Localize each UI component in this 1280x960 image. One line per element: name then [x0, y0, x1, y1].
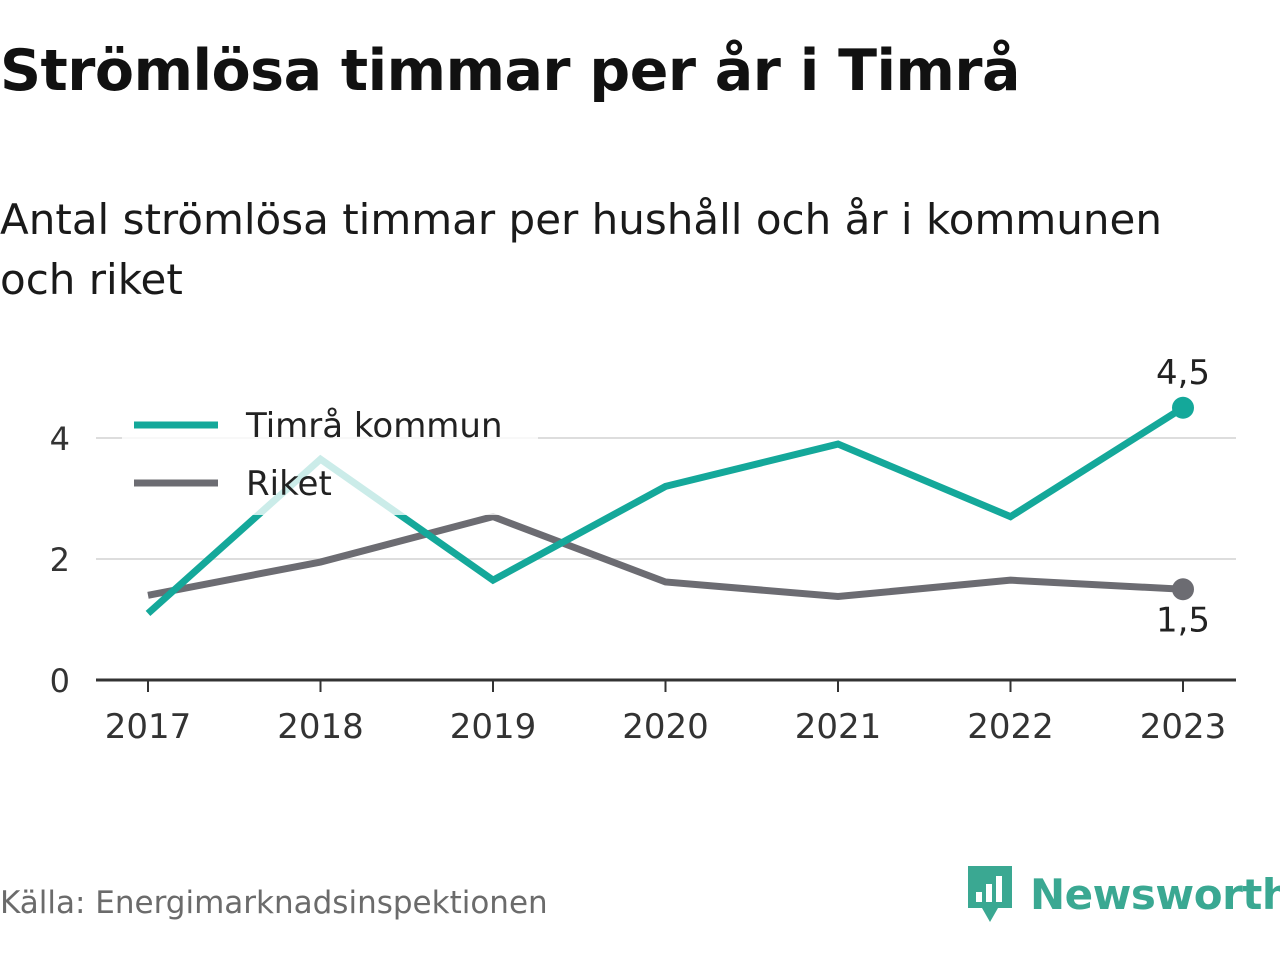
x-tick-label: 2023	[1140, 707, 1227, 747]
end-point-riket	[1172, 578, 1194, 601]
y-tick-label: 2	[50, 541, 70, 579]
end-label-riket: 1,5	[1156, 600, 1210, 640]
x-tick-label: 2017	[105, 707, 192, 747]
source-note: Källa: Energimarknadsinspektionen	[0, 885, 548, 921]
y-tick-label: 0	[50, 662, 70, 700]
legend-label-riket: Riket	[246, 464, 332, 504]
brand-logo: Newsworthy	[964, 862, 1280, 926]
x-tick-label: 2020	[622, 707, 709, 747]
y-tick-label: 4	[50, 420, 70, 458]
series-line-riket	[147, 512, 1184, 601]
line-chart: 0 2 4 2017 2018 2019 2020 2021 2022 2023 Timrå kom…	[50, 353, 1236, 747]
newsworthy-logo-icon	[968, 866, 1012, 922]
chart-title: Strömlösa timmar per år i Timrå	[0, 38, 1021, 104]
x-tick-label: 2021	[795, 707, 882, 747]
chart-subtitle: Antal strömlösa timmar per hushåll och å…	[0, 195, 1162, 304]
end-label-timra-kommun: 4,5	[1156, 353, 1210, 393]
x-tick-label: 2018	[277, 707, 364, 747]
legend-label-timra-kommun: Timrå kommun	[245, 406, 503, 446]
legend-background	[122, 395, 538, 515]
x-tick-label: 2022	[967, 707, 1054, 747]
end-point-timra-kommun	[1172, 396, 1194, 419]
x-tick-label: 2019	[450, 707, 537, 747]
brand-name: Newsworthy	[1030, 869, 1280, 919]
